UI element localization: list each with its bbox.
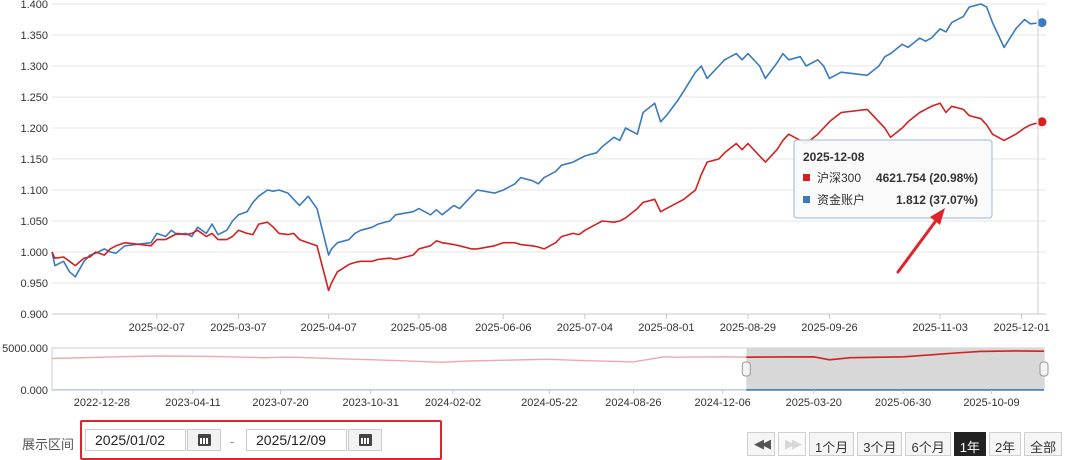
- y-tick-label: 1.000: [20, 247, 48, 259]
- period-2-year-button[interactable]: 2年: [988, 432, 1022, 456]
- period-1-year-button[interactable]: 1年: [953, 432, 986, 456]
- prev-period-button[interactable]: ◀◀: [747, 432, 775, 456]
- chart-svg: 0.900 0.950 1.000 1.050 1.100 1.150 1.200 1.250…: [2, 0, 1050, 409]
- arrow-head: [930, 208, 945, 225]
- tooltip-series-value: 1.812 (37.07%): [896, 193, 978, 207]
- navigator-y-tick-label: 0.000: [20, 385, 48, 397]
- end-date-input[interactable]: 2025/12/09: [246, 429, 347, 451]
- y-tick-label: 1.200: [20, 123, 48, 135]
- navigator-index-line-faded: [51, 355, 747, 364]
- navigator-x-tick-label: 2023-10-31: [343, 397, 399, 409]
- series-end-marker: [1036, 116, 1048, 128]
- start-date-input[interactable]: 2025/01/02: [85, 429, 186, 451]
- x-tick-label: 2025-04-07: [300, 322, 356, 334]
- period-6-month-button[interactable]: 6个月: [905, 432, 951, 456]
- tooltip-date: 2025-12-08: [803, 150, 865, 164]
- next-period-button[interactable]: ▶▶: [778, 432, 806, 456]
- navigator-x-tick-label: 2023-07-20: [252, 397, 308, 409]
- navigator-x-tick-label: 2022-12-28: [74, 397, 130, 409]
- arrow-shaft: [896, 220, 937, 274]
- period-all-button[interactable]: 全部: [1024, 432, 1063, 456]
- main-gridlines: [52, 3, 1046, 315]
- y-tick-label: 0.950: [20, 278, 48, 290]
- y-tick-label: 1.250: [20, 92, 48, 104]
- y-tick-label: 1.150: [20, 154, 48, 166]
- series-line-沪深300: [51, 102, 1043, 292]
- navigator-x-tick-label: 2025-06-30: [875, 397, 931, 409]
- double-right-arrow-icon: ▶▶: [785, 436, 802, 451]
- navigator-right-handle: [1039, 361, 1049, 377]
- x-tick-label: 2025-02-07: [129, 322, 185, 334]
- navigator[interactable]: 5000.000 0.000 2022-12-28 2023-04-11 2023-07…: [2, 343, 1049, 409]
- navigator-x-tick-label: 2023-04-11: [165, 397, 220, 409]
- range-label: 展示区间: [22, 437, 75, 452]
- x-tick-label: 2025-09-26: [801, 322, 857, 334]
- calendar-icon: [358, 434, 372, 446]
- navigator-left-handle: [741, 361, 751, 377]
- period-3-month-button[interactable]: 3个月: [857, 432, 903, 456]
- x-tick-label: 2025-03-07: [210, 322, 266, 334]
- x-tick-label: 2025-06-06: [475, 322, 531, 334]
- main-series-lines[interactable]: [51, 3, 1043, 292]
- double-left-arrow-icon: ◀◀: [754, 436, 771, 451]
- tooltip-swatch: [803, 174, 810, 181]
- period-1-month-button[interactable]: 1个月: [809, 432, 855, 456]
- navigator-x-tick-label: 2024-02-02: [425, 397, 481, 409]
- tooltip-series-name: 资金账户: [817, 192, 865, 207]
- y-tick-label: 1.350: [20, 30, 48, 42]
- main-y-tick-labels: 0.900 0.950 1.000 1.050 1.100 1.150 1.200 1.250…: [20, 0, 48, 321]
- x-tick-label: 2025-08-29: [720, 322, 776, 334]
- start-date-calendar-button[interactable]: [187, 429, 221, 451]
- main-end-markers[interactable]: [1036, 10, 1048, 314]
- main-x-tick-labels: 2025-02-07 2025-03-07 2025-04-07 2025-05-08…: [129, 314, 1050, 334]
- y-tick-label: 1.300: [20, 61, 48, 73]
- navigator-x-tick-label: 2024-12-06: [695, 397, 751, 409]
- navigator-x-tick-label: 2025-03-20: [786, 397, 842, 409]
- period-button-group: ◀◀ ▶▶ 1个月 3个月 6个月 1年 2年 全部: [744, 432, 1063, 456]
- calendar-icon: [197, 434, 211, 446]
- y-tick-label: 1.400: [20, 0, 48, 11]
- x-tick-label: 2025-11-03: [912, 322, 967, 334]
- tooltip: 2025-12-08 沪深300 4621.754 (20.98%) 资金账户 1.81…: [793, 139, 993, 219]
- tooltip-series-name: 沪深300: [817, 171, 861, 185]
- x-tick-label: 2025-05-08: [391, 322, 447, 334]
- tooltip-swatch: [803, 196, 810, 203]
- navigator-x-tick-label: 2025-10-09: [963, 397, 1019, 409]
- y-tick-label: 0.900: [20, 309, 48, 321]
- navigator-x-tick-label: 2024-05-22: [521, 397, 577, 409]
- date-separator: -: [230, 434, 235, 449]
- x-tick-label: 2025-08-01: [638, 322, 694, 334]
- annotation-arrow: [896, 208, 945, 274]
- navigator-x-tick-label: 2024-08-26: [605, 397, 661, 409]
- navigator-y-tick-label: 5000.000: [2, 343, 48, 355]
- navigator-selected-window: [746, 348, 1044, 390]
- range-selector-bar: 展示区间 2025/01/02 - 2025/12/09 ◀◀ ▶▶ 1个月 3…: [0, 420, 1074, 460]
- y-tick-label: 1.100: [20, 185, 48, 197]
- series-line-资金账户: [51, 3, 1043, 278]
- tooltip-series-value: 4621.754 (20.98%): [876, 171, 978, 185]
- navigator-index-line: [746, 350, 1045, 361]
- series-end-marker: [1036, 17, 1048, 29]
- x-tick-label: 2025-07-04: [557, 322, 613, 334]
- end-date-calendar-button[interactable]: [348, 429, 382, 451]
- tooltip-box: [793, 139, 993, 219]
- y-tick-label: 1.050: [20, 216, 48, 228]
- x-tick-label: 2025-12-01: [993, 322, 1049, 334]
